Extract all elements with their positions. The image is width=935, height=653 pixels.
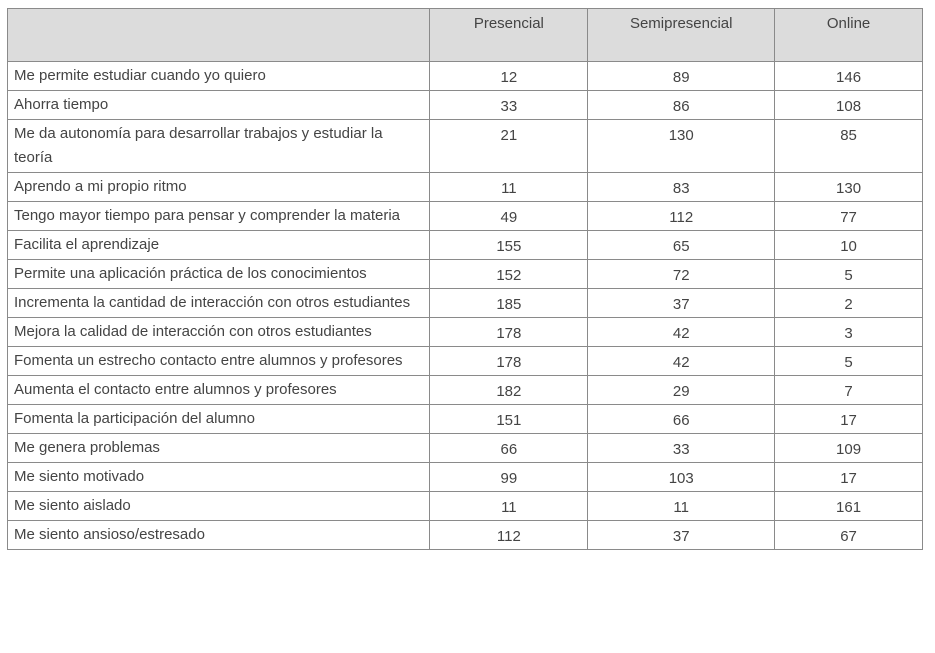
value-cell: 130 <box>774 172 923 202</box>
value-cell: 112 <box>587 201 776 231</box>
row-label: Facilita el aprendizaje <box>6 230 431 260</box>
value-cell: 11 <box>587 491 776 521</box>
row-label: Fomenta la participación del alumno <box>6 404 431 434</box>
value-cell: 108 <box>774 90 923 120</box>
table-row: Fomenta la participación del alumno 151 66… <box>6 404 923 434</box>
row-label: Me permite estudiar cuando yo quiero <box>6 61 431 91</box>
table-row: Me genera problemas 66 33 109 <box>6 433 923 463</box>
value-cell: 77 <box>774 201 923 231</box>
value-cell: 66 <box>587 404 776 434</box>
value-cell: 7 <box>774 375 923 405</box>
value-cell: 65 <box>587 230 776 260</box>
value-cell: 37 <box>587 520 776 550</box>
value-cell: 161 <box>774 491 923 521</box>
value-cell: 11 <box>429 172 589 202</box>
value-cell: 112 <box>429 520 589 550</box>
value-cell: 2 <box>774 288 923 318</box>
table-row: Me siento ansioso/estresado 112 37 67 <box>6 520 923 550</box>
value-cell: 146 <box>774 61 923 91</box>
row-label: Mejora la calidad de interacción con otr… <box>6 317 431 347</box>
column-header: Presencial <box>429 8 589 62</box>
value-cell: 152 <box>429 259 589 289</box>
value-cell: 178 <box>429 317 589 347</box>
value-cell: 3 <box>774 317 923 347</box>
value-cell: 17 <box>774 404 923 434</box>
value-cell: 155 <box>429 230 589 260</box>
value-cell: 178 <box>429 346 589 376</box>
table-row: Tengo mayor tiempo para pensar y compren… <box>6 201 923 231</box>
row-label: Incrementa la cantidad de interacción co… <box>6 288 431 318</box>
row-label: Me siento motivado <box>6 462 431 492</box>
row-label: Aprendo a mi propio ritmo <box>6 172 431 202</box>
table-row: Facilita el aprendizaje 155 65 10 <box>6 230 923 260</box>
table-row: Fomenta un estrecho contacto entre alumn… <box>6 346 923 376</box>
value-cell: 182 <box>429 375 589 405</box>
value-cell: 12 <box>429 61 589 91</box>
row-label: Ahorra tiempo <box>6 90 431 120</box>
value-cell: 5 <box>774 259 923 289</box>
table-row: Incrementa la cantidad de interacción co… <box>6 288 923 318</box>
column-header: Semipresencial <box>587 8 776 62</box>
value-cell: 21 <box>429 119 589 173</box>
value-cell: 99 <box>429 462 589 492</box>
value-cell: 10 <box>774 230 923 260</box>
value-cell: 109 <box>774 433 923 463</box>
value-cell: 151 <box>429 404 589 434</box>
table-row: Me siento aislado 11 11 161 <box>6 491 923 521</box>
table-body: Me permite estudiar cuando yo quiero 12 89… <box>6 61 923 550</box>
value-cell: 29 <box>587 375 776 405</box>
value-cell: 49 <box>429 201 589 231</box>
row-label: Me siento aislado <box>6 491 431 521</box>
value-cell: 85 <box>774 119 923 173</box>
table-row: Me permite estudiar cuando yo quiero 12 89… <box>6 61 923 91</box>
table-row: Me siento motivado 99 103 17 <box>6 462 923 492</box>
value-cell: 67 <box>774 520 923 550</box>
row-label: Me siento ansioso/estresado <box>6 520 431 550</box>
table-row: Mejora la calidad de interacción con otr… <box>6 317 923 347</box>
value-cell: 33 <box>429 90 589 120</box>
row-label: Permite una aplicación práctica de los c… <box>6 259 431 289</box>
table-row: Permite una aplicación práctica de los c… <box>6 259 923 289</box>
value-cell: 66 <box>429 433 589 463</box>
table-row: Aumenta el contacto entre alumnos y prof… <box>6 375 923 405</box>
header-cell <box>6 8 431 62</box>
row-label: Fomenta un estrecho contacto entre alumn… <box>6 346 431 376</box>
row-label: Me genera problemas <box>6 433 431 463</box>
row-label: Me da autonomía para desarrollar trabajo… <box>6 119 431 173</box>
value-cell: 103 <box>587 462 776 492</box>
value-cell: 42 <box>587 317 776 347</box>
value-cell: 17 <box>774 462 923 492</box>
value-cell: 72 <box>587 259 776 289</box>
table-row: Ahorra tiempo 33 86 108 <box>6 90 923 120</box>
table-row: Me da autonomía para desarrollar trabajo… <box>6 119 923 173</box>
value-cell: 130 <box>587 119 776 173</box>
row-label: Tengo mayor tiempo para pensar y compren… <box>6 201 431 231</box>
value-cell: 185 <box>429 288 589 318</box>
value-cell: 86 <box>587 90 776 120</box>
value-cell: 37 <box>587 288 776 318</box>
value-cell: 33 <box>587 433 776 463</box>
value-cell: 42 <box>587 346 776 376</box>
survey-table: Presencial Semipresencial Online Me permit… <box>6 8 923 550</box>
row-label: Aumenta el contacto entre alumnos y prof… <box>6 375 431 405</box>
column-header: Online <box>774 8 923 62</box>
header-row: Presencial Semipresencial Online <box>6 8 923 62</box>
value-cell: 11 <box>429 491 589 521</box>
table-row: Aprendo a mi propio ritmo 11 83 130 <box>6 172 923 202</box>
value-cell: 89 <box>587 61 776 91</box>
value-cell: 83 <box>587 172 776 202</box>
value-cell: 5 <box>774 346 923 376</box>
